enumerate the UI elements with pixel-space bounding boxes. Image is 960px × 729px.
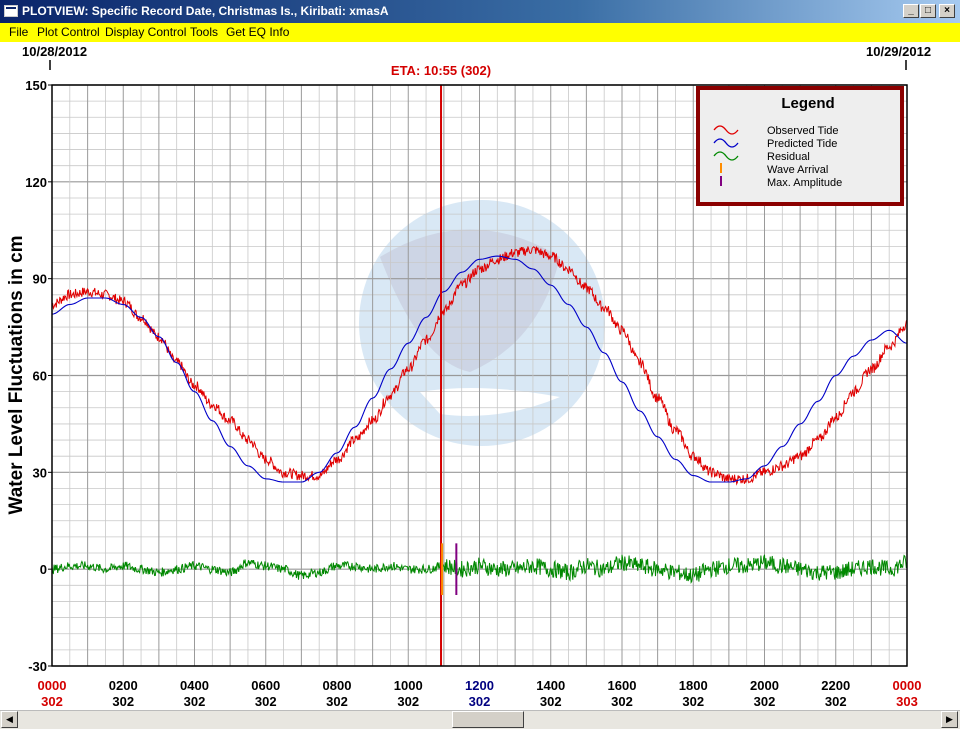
x-tick-time-label: 0000 <box>893 678 922 693</box>
y-tick-label: 150 <box>25 78 47 93</box>
x-tick-day-label: 302 <box>754 694 776 709</box>
legend-item-label: Observed Tide <box>767 125 839 137</box>
x-tick-time-label: 1800 <box>679 678 708 693</box>
x-tick-day-label: 302 <box>326 694 348 709</box>
legend-border <box>696 86 904 206</box>
app-icon <box>4 5 18 17</box>
y-tick-label: 120 <box>25 175 47 190</box>
x-tick-time-label: 2200 <box>821 678 850 693</box>
x-tick-time-label: 1600 <box>608 678 637 693</box>
legend-title: Legend <box>781 95 834 112</box>
scroll-thumb[interactable] <box>452 711 524 728</box>
legend-wave-icon <box>713 125 739 135</box>
eta-label: ETA: 10:55 (302) <box>391 63 491 78</box>
x-tick-day-label: 302 <box>184 694 206 709</box>
predicted-tide-line <box>51 255 908 483</box>
horizontal-scrollbar[interactable]: ◀ ▶ <box>0 710 960 729</box>
legend-item-label: Predicted Tide <box>767 138 837 150</box>
maximize-button[interactable]: □ <box>920 4 936 18</box>
legend-wave-icon <box>713 151 739 161</box>
x-tick-time-label: 1000 <box>394 678 423 693</box>
legend-item-label: Residual <box>767 151 810 163</box>
y-axis-label: Water Level Fluctuations in cm <box>6 235 27 514</box>
x-tick-day-label: 302 <box>611 694 633 709</box>
x-tick-day-label: 302 <box>540 694 562 709</box>
x-tick-day-label: 302 <box>112 694 134 709</box>
title-bar[interactable]: PLOTVIEW: Specific Record Date, Christma… <box>0 0 960 23</box>
menu-plot-control[interactable]: Plot Control <box>37 25 100 39</box>
y-tick-label: 30 <box>33 465 47 480</box>
date-left-label: 10/28/2012 <box>22 44 87 59</box>
x-tick-day-label: 302 <box>397 694 419 709</box>
scroll-left-arrow-icon[interactable]: ◀ <box>1 711 18 728</box>
window-title: PLOTVIEW: Specific Record Date, Christma… <box>22 4 389 18</box>
x-tick-time-label: 0000 <box>38 678 67 693</box>
x-tick-time-label: 0200 <box>109 678 138 693</box>
x-tick-time-label: 1200 <box>465 678 494 693</box>
legend-wave-icon <box>713 138 739 148</box>
menu-bar: File Plot Control Display Control Tools … <box>0 23 960 42</box>
menu-display-control[interactable]: Display Control <box>105 25 187 39</box>
x-tick-time-label: 0600 <box>251 678 280 693</box>
y-tick-label: 0 <box>40 562 47 577</box>
y-tick-label: 60 <box>33 369 47 384</box>
menu-get-eq-info[interactable]: Get EQ Info <box>226 25 290 39</box>
x-tick-time-label: 0400 <box>180 678 209 693</box>
x-tick-day-label: 302 <box>682 694 704 709</box>
tide-chart: -300306090120150000030202003020400302060… <box>6 44 931 709</box>
date-right-label: 10/29/2012 <box>866 44 931 59</box>
x-tick-time-label: 1400 <box>536 678 565 693</box>
x-tick-day-label: 302 <box>469 694 491 709</box>
x-tick-day-label: 302 <box>255 694 277 709</box>
x-tick-time-label: 2000 <box>750 678 779 693</box>
x-tick-day-label: 302 <box>41 694 63 709</box>
legend-item-label: Wave Arrival <box>767 164 828 176</box>
scroll-right-arrow-icon[interactable]: ▶ <box>941 711 958 728</box>
residual-line <box>51 554 908 584</box>
plot-frame <box>51 84 908 667</box>
y-tick-label: -30 <box>28 659 47 674</box>
menu-file[interactable]: File <box>9 25 29 39</box>
minimize-button[interactable]: _ <box>903 4 919 18</box>
observed-tide-line <box>51 246 908 486</box>
x-tick-time-label: 0800 <box>323 678 352 693</box>
close-button[interactable]: × <box>939 4 955 18</box>
noaa-logo-watermark <box>359 200 605 446</box>
x-tick-day-label: 302 <box>825 694 847 709</box>
legend-item-label: Max. Amplitude <box>767 177 842 189</box>
x-tick-day-label: 303 <box>896 694 918 709</box>
menu-tools[interactable]: Tools <box>190 25 219 39</box>
y-tick-label: 90 <box>33 272 47 287</box>
